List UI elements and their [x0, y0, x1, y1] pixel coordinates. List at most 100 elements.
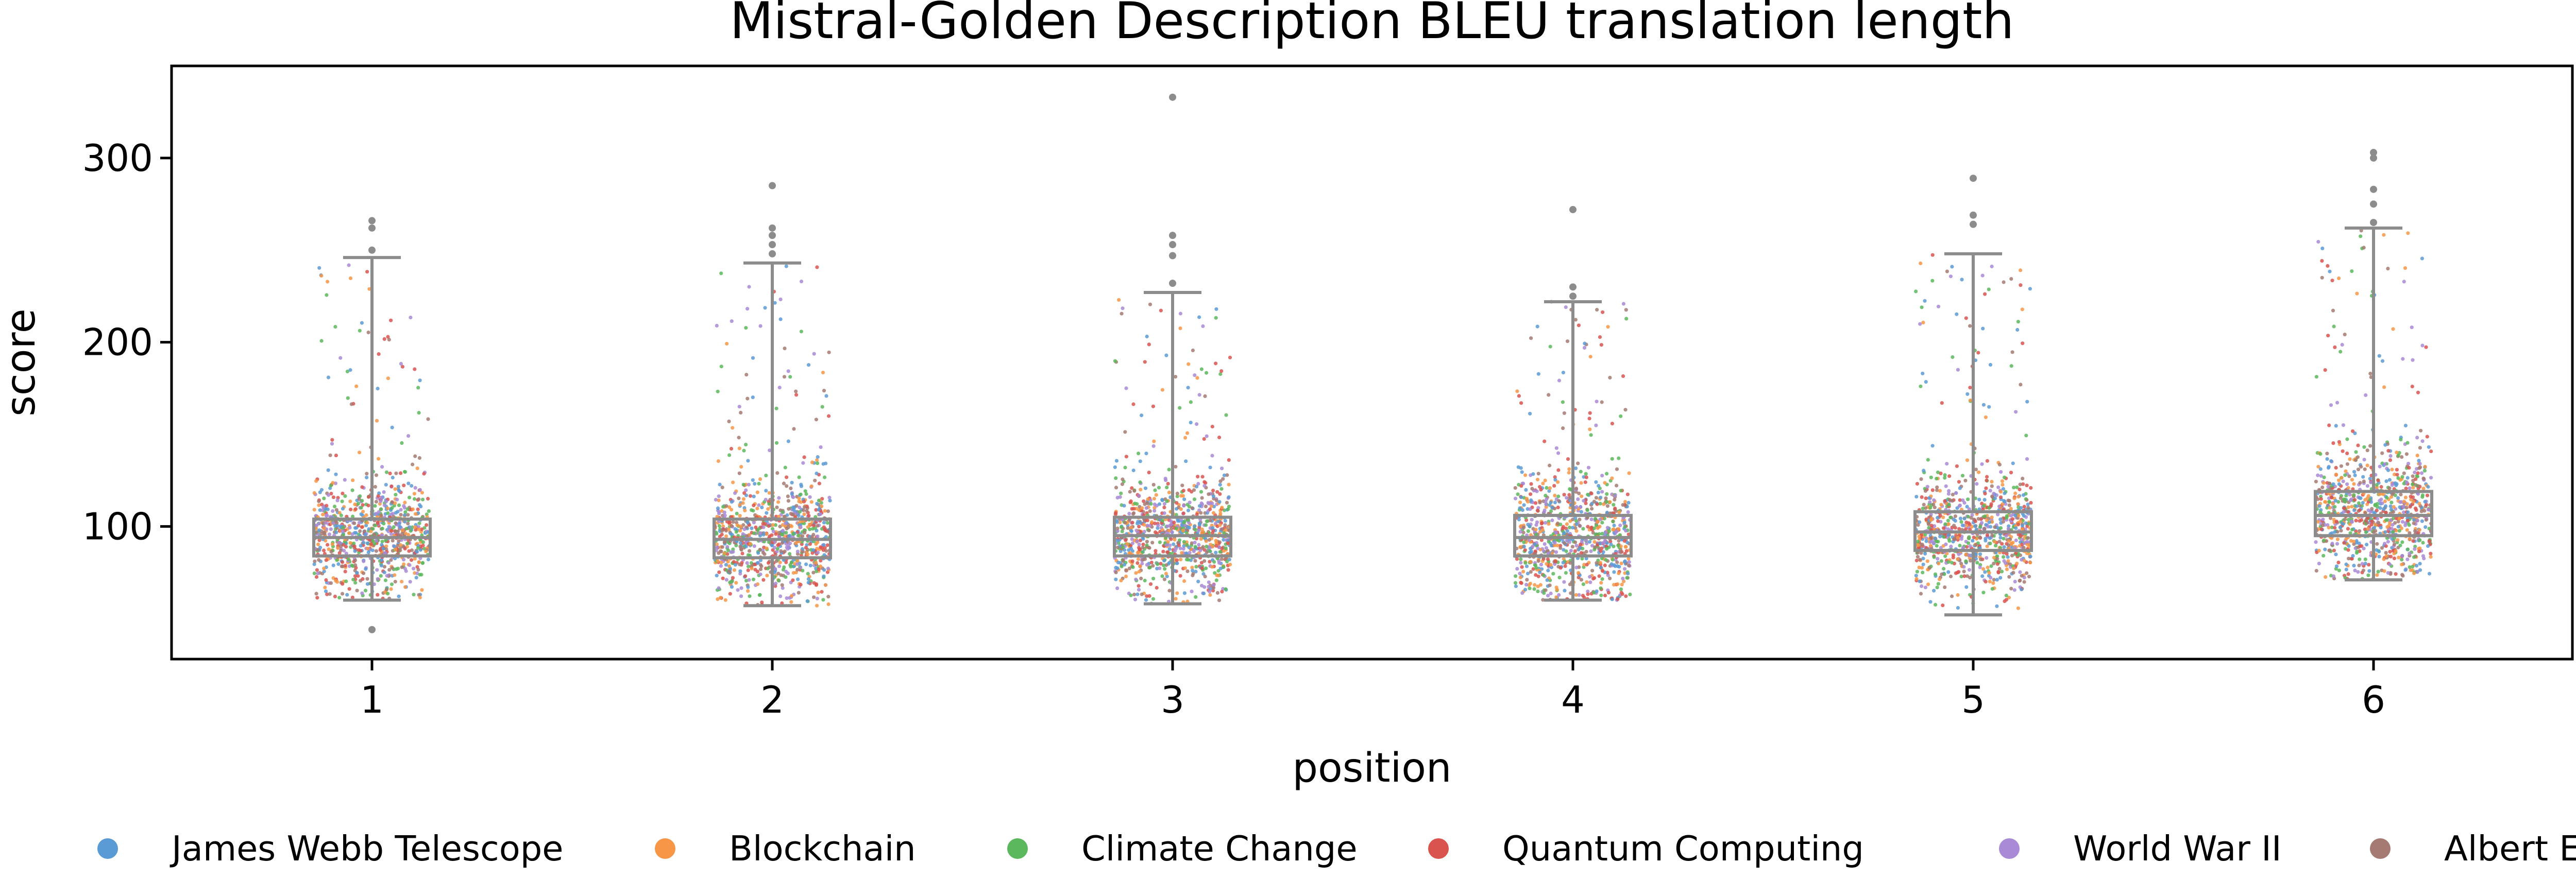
- strip-point: [1183, 436, 1188, 440]
- strip-point: [416, 386, 420, 390]
- strip-point: [1538, 485, 1542, 489]
- strip-point: [2012, 566, 2016, 571]
- strip-point: [324, 514, 328, 518]
- strip-point: [1577, 593, 1581, 597]
- strip-point: [341, 526, 345, 530]
- strip-point: [763, 306, 767, 310]
- strip-point: [350, 563, 354, 567]
- strip-point: [1547, 522, 1551, 526]
- strip-point: [1153, 521, 1157, 526]
- strip-point: [737, 562, 742, 566]
- strip-point: [819, 445, 823, 450]
- strip-point: [2408, 531, 2412, 535]
- strip-point: [1608, 576, 1612, 580]
- strip-point: [1991, 581, 1995, 585]
- strip-point: [384, 588, 389, 592]
- strip-point: [1181, 528, 1185, 532]
- strip-point: [318, 508, 322, 512]
- strip-point: [1216, 574, 1221, 578]
- strip-point: [314, 592, 318, 596]
- strip-point: [417, 456, 422, 460]
- strip-point: [1115, 495, 1120, 500]
- strip-point: [392, 544, 397, 548]
- strip-point: [1953, 519, 1957, 523]
- strip-point: [1565, 496, 1569, 500]
- strip-point: [1919, 592, 1923, 596]
- strip-point: [1964, 521, 1969, 525]
- strip-point: [825, 543, 829, 547]
- strip-point: [426, 557, 431, 562]
- strip-point: [1223, 519, 1227, 523]
- strip-point: [312, 491, 316, 495]
- strip-point: [1211, 526, 1215, 530]
- strip-point: [1547, 393, 1551, 397]
- strip-point: [1214, 316, 1218, 320]
- strip-point: [2399, 526, 2403, 530]
- strip-point: [797, 496, 801, 501]
- strip-point: [1982, 527, 1987, 531]
- strip-point: [1529, 570, 1533, 574]
- strip-point: [315, 568, 319, 572]
- strip-point: [1180, 523, 1184, 528]
- strip-point: [1218, 550, 1222, 554]
- strip-point: [1121, 558, 1125, 562]
- strip-point: [791, 532, 795, 536]
- strip-point: [1621, 374, 1625, 378]
- strip-point: [347, 587, 351, 591]
- strip-point: [1975, 537, 1979, 541]
- strip-point: [1534, 573, 1538, 577]
- strip-point: [815, 603, 819, 608]
- strip-point: [1604, 500, 1608, 504]
- strip-point: [1195, 485, 1199, 489]
- strip-point: [1928, 540, 1933, 544]
- strip-point: [341, 533, 346, 537]
- strip-point: [318, 490, 322, 494]
- strip-point: [400, 441, 404, 445]
- strip-point: [317, 499, 321, 504]
- strip-point: [822, 389, 826, 393]
- strip-point: [797, 475, 801, 479]
- strip-point: [1956, 536, 1960, 540]
- strip-point: [420, 497, 425, 502]
- strip-point: [1604, 558, 1608, 562]
- strip-point: [1218, 482, 1222, 487]
- strip-point: [1164, 563, 1168, 567]
- strip-point: [1981, 567, 1986, 571]
- strip-point: [1605, 547, 1609, 551]
- strip-point: [1600, 531, 1604, 536]
- strip-point: [1945, 269, 1949, 273]
- strip-point: [1935, 485, 1939, 489]
- strip-point: [2367, 569, 2371, 573]
- strip-point: [730, 579, 734, 583]
- strip-point: [812, 581, 816, 585]
- strip-point: [1518, 575, 1522, 579]
- strip-point: [723, 598, 727, 602]
- strip-point: [1596, 526, 1600, 530]
- strip-point: [1148, 302, 1153, 306]
- strip-point: [1204, 566, 1208, 571]
- strip-point: [1181, 511, 1185, 515]
- strip-point: [402, 504, 406, 508]
- strip-point: [1148, 582, 1153, 586]
- strip-point: [1993, 525, 1997, 529]
- strip-point: [1914, 574, 1918, 578]
- strip-point: [1221, 477, 1225, 481]
- strip-point: [1155, 585, 1159, 590]
- strip-point: [333, 325, 337, 329]
- strip-point: [743, 508, 747, 513]
- strip-point: [1200, 530, 1204, 535]
- strip-point: [373, 485, 378, 489]
- strip-point: [777, 530, 781, 535]
- strip-point: [341, 529, 345, 533]
- strip-point: [2376, 516, 2380, 521]
- strip-point: [1129, 546, 1133, 551]
- strip-point: [399, 508, 403, 512]
- strip-point: [1935, 544, 1939, 548]
- strip-point: [353, 549, 357, 553]
- strip-point: [771, 529, 775, 533]
- strip-point: [1131, 565, 1135, 570]
- strip-point: [376, 577, 380, 581]
- strip-point: [1584, 549, 1588, 554]
- strip-point: [393, 573, 397, 577]
- strip-point: [322, 530, 326, 534]
